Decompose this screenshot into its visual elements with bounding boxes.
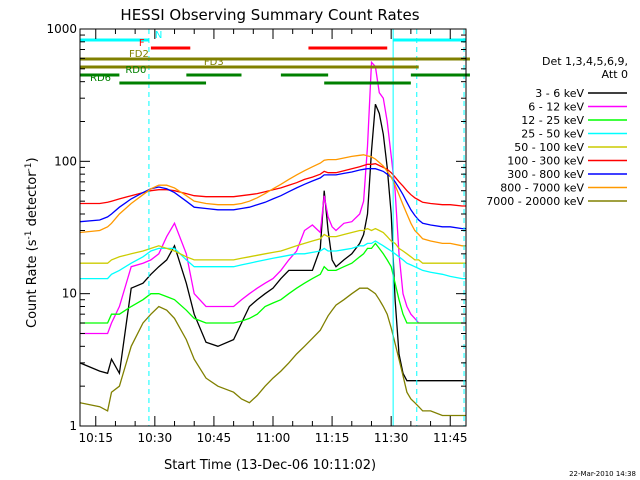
- x-tick-label: 10:15: [78, 431, 113, 445]
- series-6-12-kev: [80, 60, 466, 335]
- x-tick-label: 11:00: [256, 431, 291, 445]
- legend-header-line-2: Att 0: [602, 68, 628, 81]
- flag-label-rd6: RD6: [90, 73, 111, 84]
- flag-label-n: N: [155, 30, 162, 41]
- y-axis-label: Count Rate (s-1 detector-1): [24, 157, 40, 328]
- x-tick-label: 10:30: [138, 431, 173, 445]
- y-tick-label: 10: [62, 287, 77, 301]
- y-axis-ticks: 1 10 100 1000: [46, 22, 466, 433]
- x-tick-label: 11:45: [433, 431, 468, 445]
- x-axis-ticks: 10:15 10:30 10:45 11:00 11:15 11:30 11:45: [78, 29, 468, 445]
- legend-label-6-12-kev: 6 - 12 keV: [528, 101, 584, 114]
- flag-label-fd2: FD2: [129, 49, 149, 60]
- series-7000-20000-kev: [80, 287, 466, 417]
- legend-label-12-25-kev: 12 - 25 keV: [521, 114, 584, 127]
- legend-label-50-100-kev: 50 - 100 keV: [514, 141, 584, 154]
- series-100-300-kev: [80, 163, 466, 207]
- legend-label-100-300-kev: 100 - 300 keV: [507, 155, 584, 168]
- y-tick-label: 1000: [46, 22, 77, 36]
- x-axis-label: Start Time (13-Dec-06 10:11:02): [164, 458, 376, 473]
- legend-label-3-6-kev: 3 - 6 keV: [535, 87, 584, 100]
- chart-title: HESSI Observing Summary Count Rates: [120, 6, 419, 24]
- legend-header-line-1: Det 1,3,4,5,6,9,: [542, 55, 628, 68]
- x-tick-label: 11:15: [315, 431, 350, 445]
- y-tick-label: 1: [69, 419, 77, 433]
- flag-label-fd3: FD3: [204, 57, 224, 68]
- series-50-100-kev: [80, 227, 466, 264]
- flag-label-f: F: [139, 38, 145, 49]
- x-tick-label: 10:45: [197, 431, 232, 445]
- series-300-800-kev: [80, 168, 466, 230]
- legend-label-300-800-kev: 300 - 800 keV: [507, 168, 584, 181]
- series-800-7000-kev: [80, 154, 466, 247]
- footer-date: 22-Mar-2010 14:38: [569, 470, 636, 478]
- series-12-25-kev: [80, 242, 466, 324]
- y-tick-label: 100: [54, 154, 77, 168]
- legend-label-25-50-kev: 25 - 50 keV: [521, 128, 584, 141]
- legend-label-7000-20000-kev: 7000 - 20000 keV: [486, 195, 584, 208]
- x-tick-label: 11:30: [374, 431, 409, 445]
- series-3-6-kev: [80, 103, 466, 382]
- legend-label-800-7000-kev: 800 - 7000 keV: [500, 182, 584, 195]
- flag-label-rd0: RD0: [125, 65, 146, 76]
